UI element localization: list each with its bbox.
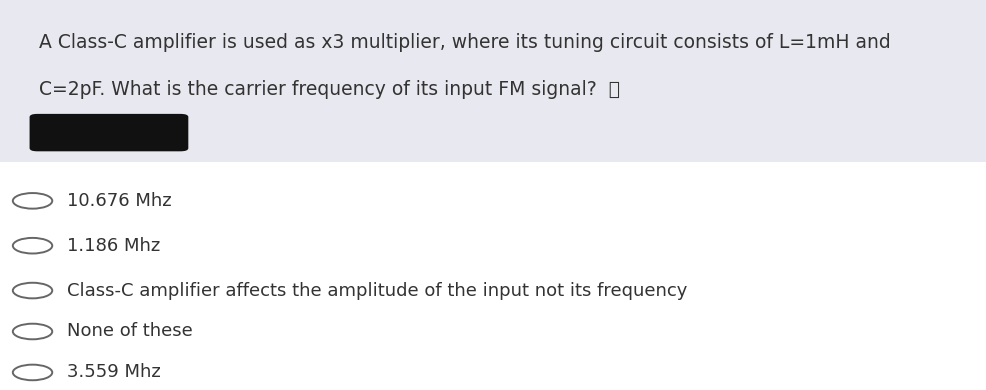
Text: Class-C amplifier affects the amplitude of the input not its frequency: Class-C amplifier affects the amplitude … [67, 282, 687, 300]
Text: 1.186 Mhz: 1.186 Mhz [67, 237, 161, 255]
Text: A Class-C amplifier is used as x3 multiplier, where its tuning circuit consists : A Class-C amplifier is used as x3 multip… [39, 33, 891, 52]
Text: 3.559 Mhz: 3.559 Mhz [67, 363, 161, 381]
Text: None of these: None of these [67, 323, 193, 340]
FancyBboxPatch shape [0, 0, 986, 162]
Text: 10.676 Mhz: 10.676 Mhz [67, 192, 172, 210]
FancyBboxPatch shape [30, 114, 188, 151]
Text: C=2pF. What is the carrier frequency of its input FM signal?  📋: C=2pF. What is the carrier frequency of … [39, 80, 620, 99]
